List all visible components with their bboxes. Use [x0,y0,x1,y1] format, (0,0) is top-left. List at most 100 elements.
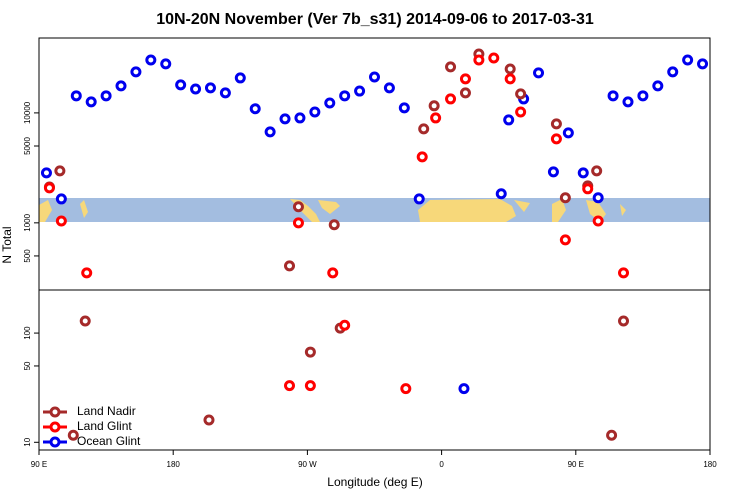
legend-marker [49,421,61,433]
legend-marker [49,406,61,418]
point [495,188,507,200]
point [339,319,351,331]
point [55,215,67,227]
point [115,80,127,92]
y-tick-label: 10 [23,437,32,446]
chart-title: 10N-20N November (Ver 7b_s31) 2014-09-06… [156,11,594,28]
y-tick-label: 50 [23,361,32,370]
point [55,193,67,205]
point [504,63,516,75]
point [533,67,545,79]
point [100,90,112,102]
point [79,315,91,327]
point [398,102,410,114]
point [459,87,471,99]
point [190,83,202,95]
point [445,61,457,73]
point [622,96,634,108]
point [459,73,471,85]
y-tick-label: 100 [23,326,32,340]
point [279,113,291,125]
point [284,380,296,392]
x-tick-label: 90 E [31,460,47,469]
point [473,54,485,66]
point [40,167,52,179]
point [607,90,619,102]
point [204,82,216,94]
point [667,66,679,78]
y-tick-label: 5000 [23,137,32,155]
point [515,88,527,100]
point [445,93,457,105]
legend-label: Ocean Glint [77,434,141,448]
point [591,165,603,177]
point [682,54,694,66]
point [130,66,142,78]
point [618,267,630,279]
point [85,96,97,108]
point [294,112,306,124]
legend-marker [49,436,61,448]
point [652,80,664,92]
point [292,201,304,213]
point [637,90,649,102]
point [550,133,562,145]
legend-label: Land Nadir [77,404,136,418]
point [145,54,157,66]
point [488,52,500,64]
x-axis-label: Longitude (deg E) [327,475,422,489]
point [592,192,604,204]
x-tick-label: 0 [439,460,444,469]
point [327,267,339,279]
point [43,182,55,194]
x-tick-label: 90 W [298,460,317,469]
point [559,234,571,246]
point [582,183,594,195]
point [413,193,425,205]
point [458,383,470,395]
point [618,315,630,327]
point [328,219,340,231]
point [418,123,430,135]
point [697,58,709,70]
panel-frame [38,289,711,451]
point [562,127,574,139]
legend-label: Land Glint [77,419,132,433]
y-tick-label: 10000 [23,101,32,124]
point [81,267,93,279]
point [592,215,604,227]
point [304,346,316,358]
point [383,82,395,94]
map-strip [39,198,710,222]
x-tick-label: 180 [703,460,717,469]
point [547,166,559,178]
point [416,151,428,163]
point [354,85,366,97]
point [430,112,442,124]
point [284,260,296,272]
point [67,429,79,441]
point [515,106,527,118]
point [339,90,351,102]
point [606,429,618,441]
point [400,383,412,395]
point [160,58,172,70]
point [249,103,261,115]
point [309,106,321,118]
point [504,73,516,85]
point [292,217,304,229]
point [324,97,336,109]
point [428,100,440,112]
x-tick-label: 90 E [568,460,584,469]
point [264,126,276,138]
point [219,87,231,99]
point [234,72,246,84]
point [175,79,187,91]
x-tick-label: 180 [167,460,181,469]
point [54,165,66,177]
point [559,192,571,204]
point [70,90,82,102]
y-tick-label: 1000 [23,213,32,231]
point [369,71,380,83]
